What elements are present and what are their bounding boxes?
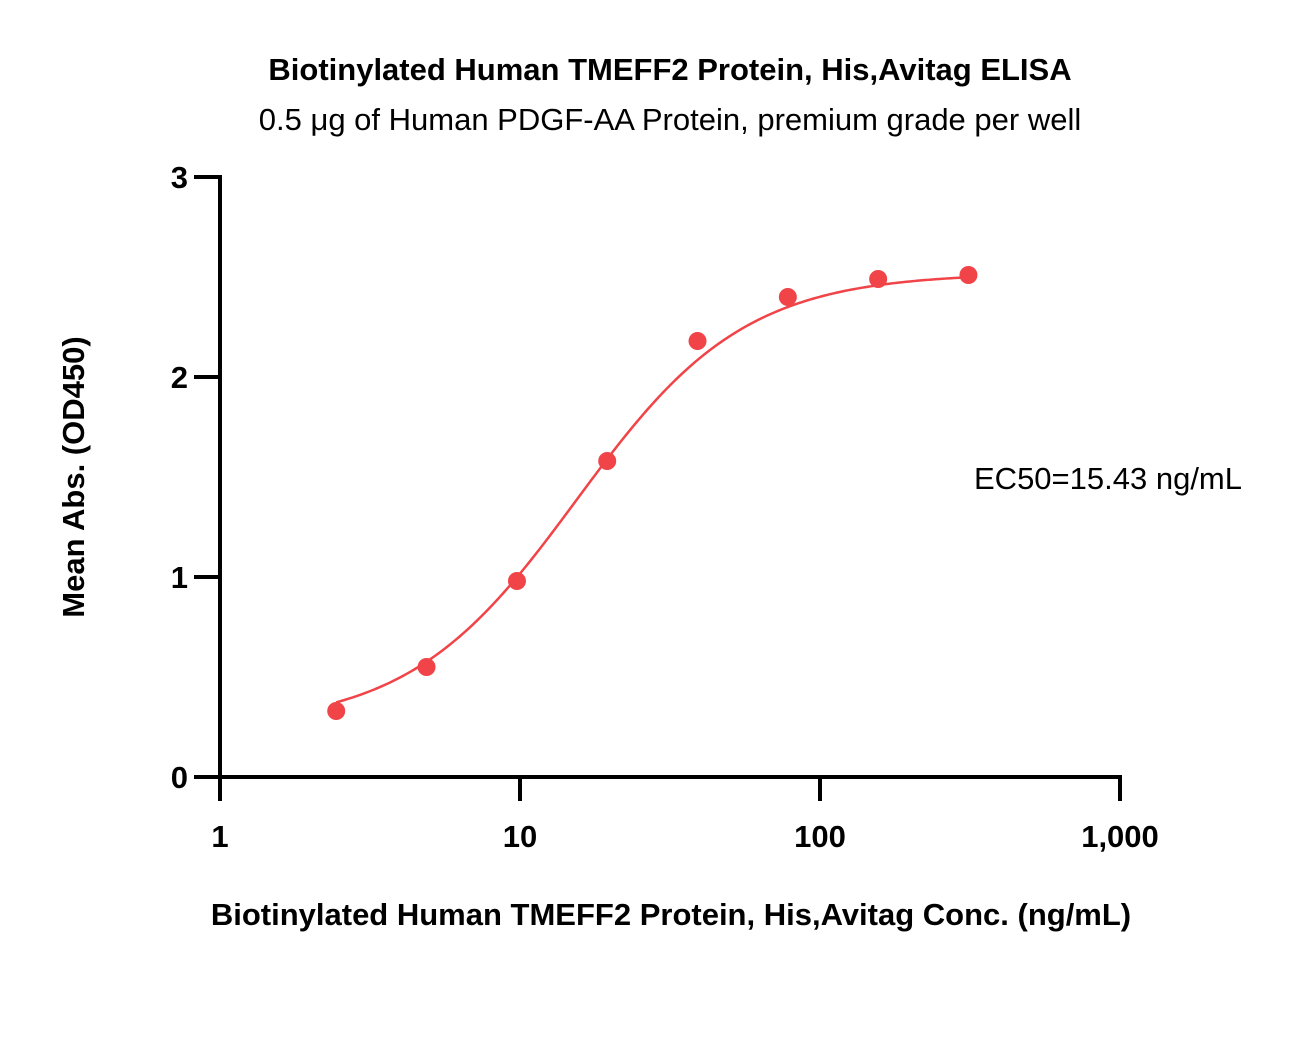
data-points-layer (327, 266, 978, 720)
x-tick-label: 10 (503, 819, 537, 854)
data-point (507, 572, 526, 590)
data-point (327, 702, 346, 720)
fit-curve-layer (335, 276, 969, 704)
x-tick-label: 1 (211, 819, 228, 854)
x-axis-label: Biotinylated Human TMEFF2 Protein, His,A… (211, 897, 1131, 932)
chart-subtitle: 0.5 μg of Human PDGF-AA Protein, premium… (259, 102, 1081, 137)
ec50-annotation: EC50=15.43 ng/mL (974, 461, 1242, 496)
y-axis-label: Mean Abs. (OD450) (56, 336, 91, 617)
data-point (688, 332, 707, 350)
data-point (417, 658, 436, 676)
y-tick-label: 2 (171, 360, 188, 395)
y-tick-label: 0 (171, 760, 188, 795)
y-tick-label: 3 (171, 160, 188, 195)
data-point (778, 288, 797, 306)
data-point (959, 266, 978, 284)
data-point (598, 452, 617, 470)
fit-curve (335, 276, 969, 704)
y-tick-label: 1 (171, 560, 188, 595)
chart-title: Biotinylated Human TMEFF2 Protein, His,A… (268, 52, 1071, 87)
x-tick-label: 100 (794, 819, 846, 854)
data-point (869, 270, 888, 288)
x-tick-label: 1,000 (1081, 819, 1159, 854)
